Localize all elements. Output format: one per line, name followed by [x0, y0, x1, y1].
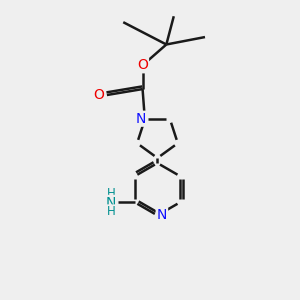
Text: O: O: [93, 88, 104, 102]
Text: H: H: [106, 188, 116, 200]
Text: H: H: [106, 205, 116, 218]
Text: N: N: [106, 196, 116, 210]
Text: N: N: [136, 112, 146, 126]
Text: N: N: [157, 208, 167, 222]
Text: O: O: [137, 58, 148, 72]
